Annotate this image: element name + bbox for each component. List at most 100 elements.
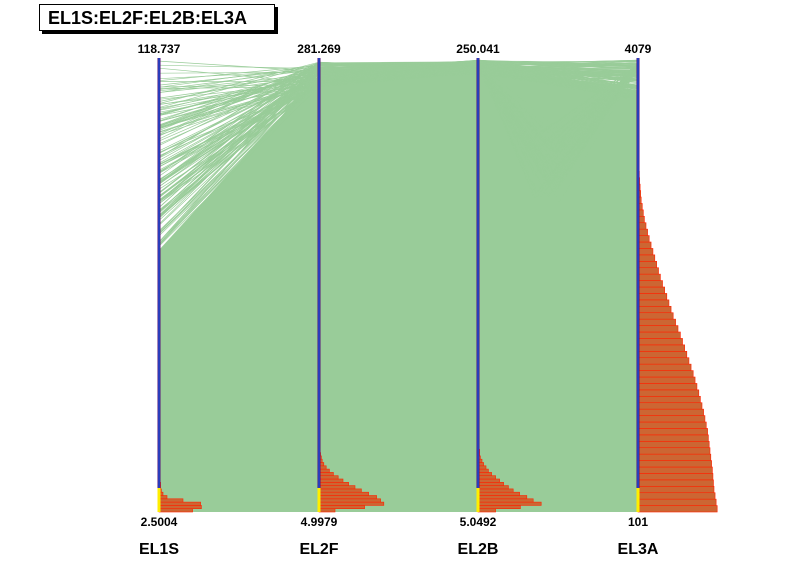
histogram-bar — [477, 481, 504, 486]
histogram-el2f — [318, 448, 385, 513]
histogram-bar — [637, 447, 711, 455]
axis-stripe — [637, 58, 639, 512]
histogram-bar — [318, 505, 365, 509]
histogram-bar — [637, 466, 713, 474]
axis-min-label: 2.5004 — [141, 515, 178, 529]
histogram-bar — [637, 402, 703, 410]
axis-name-label: EL1S — [139, 541, 179, 558]
histogram-bar — [158, 498, 184, 503]
histogram-bar — [637, 241, 652, 249]
histogram-bar — [477, 472, 492, 476]
histogram-bar — [637, 485, 715, 494]
data-polyline — [477, 62, 639, 197]
histogram-bar — [637, 338, 683, 346]
histogram-bar — [318, 508, 336, 513]
histogram-bar — [637, 299, 670, 307]
histogram-bar — [637, 267, 659, 275]
histogram-bar — [637, 260, 657, 269]
data-polyline — [477, 63, 639, 181]
histogram-bar — [318, 485, 356, 490]
axis-low-marker — [157, 488, 161, 512]
histogram-bar — [477, 491, 520, 496]
data-polyline — [477, 67, 639, 135]
histogram-bar — [158, 508, 193, 513]
data-polyline — [477, 63, 639, 134]
histogram-el3a — [637, 145, 718, 513]
histogram-el2b — [477, 442, 542, 513]
histogram-bar — [637, 479, 714, 487]
histogram-bar — [637, 473, 714, 481]
data-polyline — [158, 60, 639, 72]
histogram-bar — [637, 357, 690, 365]
data-polyline — [158, 59, 639, 168]
histogram-bar — [477, 505, 521, 509]
histogram-bar — [477, 495, 528, 500]
axis-min-label: 101 — [628, 515, 648, 529]
histogram-bar — [637, 498, 717, 506]
histogram-bar — [318, 468, 330, 473]
histogram-bar — [637, 305, 672, 314]
histogram-bar — [318, 498, 381, 503]
axis-min-label: 4.9979 — [301, 515, 338, 529]
histogram-bar — [637, 428, 708, 436]
histogram-bar — [318, 491, 369, 496]
axis-low-marker — [476, 488, 480, 512]
histogram-bar — [637, 453, 712, 461]
histogram-bar — [637, 318, 676, 326]
histogram-bar — [637, 280, 663, 288]
data-polyline — [158, 61, 639, 127]
histogram-bar — [637, 383, 698, 391]
histogram-bar — [158, 501, 201, 506]
histogram-bar — [637, 389, 700, 397]
histogram-bar — [318, 472, 334, 476]
axis-max-label: 4079 — [625, 42, 652, 56]
axis-name-label: EL2F — [299, 541, 338, 558]
data-polyline — [158, 70, 639, 111]
data-polyline — [477, 64, 639, 194]
histogram-bar — [477, 478, 500, 483]
data-polyline — [158, 68, 639, 128]
axis-name-label: EL3A — [618, 541, 659, 558]
histogram-bar — [637, 421, 707, 429]
histogram-bar — [637, 248, 654, 256]
histogram-bar — [637, 440, 710, 449]
data-polyline — [477, 67, 639, 199]
histogram-bar — [637, 344, 685, 352]
data-polyline — [158, 62, 639, 177]
histogram-bar — [637, 331, 681, 339]
data-polyline — [477, 61, 639, 136]
axis-low-marker — [317, 488, 321, 512]
histogram-bar — [637, 408, 704, 416]
histogram-bar — [637, 492, 716, 500]
histogram-bar — [318, 495, 377, 500]
histogram-bar — [477, 501, 542, 506]
data-polyline — [158, 64, 639, 243]
histogram-bar — [637, 286, 665, 294]
histogram-bar — [318, 488, 362, 493]
histogram-bar — [318, 475, 339, 480]
data-polyline — [158, 60, 639, 247]
axis-name-label: EL2B — [458, 541, 499, 558]
axis-stripe — [158, 58, 160, 512]
data-polyline — [158, 69, 639, 129]
axis-low-marker — [636, 488, 640, 512]
histogram-bar — [637, 325, 679, 333]
histogram-bar — [477, 508, 496, 513]
data-polyline — [158, 65, 639, 184]
histogram-bar — [637, 350, 688, 359]
data-polyline — [158, 63, 639, 203]
axis-stripe — [477, 58, 479, 512]
histogram-bar — [477, 475, 496, 480]
histogram-bar — [318, 481, 349, 486]
chart-title: EL1S:EL2F:EL2B:EL3A — [39, 4, 275, 31]
histogram-bar — [477, 498, 534, 503]
histogram-bar — [637, 434, 709, 442]
histogram-bar — [637, 254, 656, 262]
histogram-bar — [477, 485, 509, 490]
polyline-band — [159, 68, 638, 512]
histogram-bar — [637, 505, 718, 513]
axis-max-label: 118.737 — [138, 42, 181, 56]
histogram-bar — [637, 376, 696, 384]
data-polyline — [477, 63, 639, 175]
